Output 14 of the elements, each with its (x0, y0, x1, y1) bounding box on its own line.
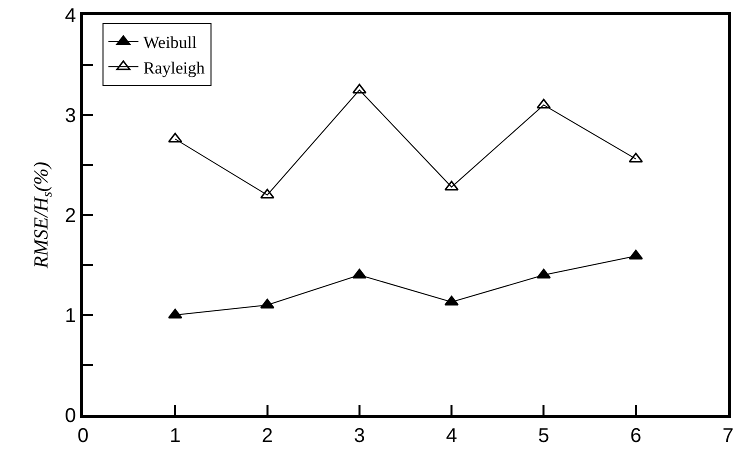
x-tick-label: 4 (446, 425, 458, 447)
y-tick-label: 0 (64, 405, 76, 427)
x-tick-label: 6 (630, 425, 642, 447)
legend-label: Rayleigh (143, 58, 206, 78)
x-tick-label: 1 (170, 425, 181, 447)
x-tick-label: 3 (354, 425, 365, 447)
y-tick-label: 4 (64, 5, 76, 27)
y-tick-label: 1 (64, 305, 76, 327)
legend-label: Weibull (143, 33, 198, 52)
y-tick-label: 3 (64, 105, 76, 127)
y-tick-label: 2 (64, 205, 76, 227)
x-tick-label: 2 (262, 425, 273, 447)
x-tick-label: 5 (538, 425, 550, 447)
x-tick-label: 7 (722, 425, 734, 447)
